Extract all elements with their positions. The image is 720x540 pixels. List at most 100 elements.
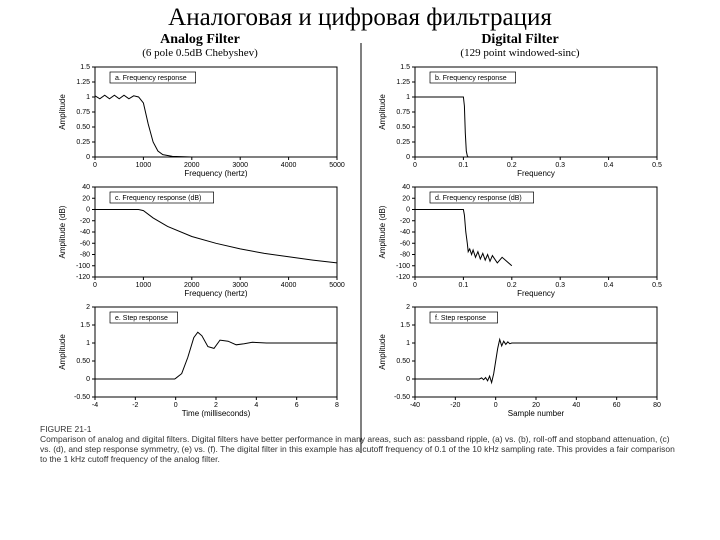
chart-d: 0 0.1 0.2 0.3 0.4 0.5 -120 -100 -80 -60 -40 -20 0 20 4… <box>375 181 665 299</box>
svg-text:0.75: 0.75 <box>396 109 410 116</box>
svg-text:1.5: 1.5 <box>400 322 410 329</box>
svg-text:0.25: 0.25 <box>76 139 90 146</box>
svg-text:-80: -80 <box>80 252 90 259</box>
svg-text:-4: -4 <box>92 402 98 409</box>
svg-text:0: 0 <box>86 154 90 161</box>
svg-text:0.50: 0.50 <box>76 358 90 365</box>
svg-text:e. Step response: e. Step response <box>115 315 168 322</box>
svg-text:Amplitude (dB): Amplitude (dB) <box>58 206 67 259</box>
svg-text:Amplitude: Amplitude <box>58 94 67 130</box>
svg-text:1.25: 1.25 <box>396 79 410 86</box>
svg-text:1.5: 1.5 <box>400 64 410 71</box>
svg-text:3000: 3000 <box>232 282 248 289</box>
svg-text:-80: -80 <box>400 252 410 259</box>
svg-text:0.1: 0.1 <box>459 282 469 289</box>
svg-text:-2: -2 <box>132 402 138 409</box>
svg-text:2: 2 <box>406 304 410 311</box>
svg-text:0: 0 <box>406 376 410 383</box>
svg-text:0.3: 0.3 <box>555 282 565 289</box>
svg-text:80: 80 <box>653 402 661 409</box>
svg-text:-60: -60 <box>400 241 410 248</box>
svg-text:-0.50: -0.50 <box>74 394 90 401</box>
svg-text:0: 0 <box>86 207 90 214</box>
svg-text:0.25: 0.25 <box>396 139 410 146</box>
caption-body: Comparison of analog and digital filters… <box>40 434 675 464</box>
left-column: Analog Filter (6 pole 0.5dB Chebyshev) 0… <box>40 32 360 421</box>
svg-text:0.50: 0.50 <box>396 124 410 131</box>
svg-text:0: 0 <box>93 282 97 289</box>
svg-text:1: 1 <box>86 94 90 101</box>
svg-text:0.50: 0.50 <box>396 358 410 365</box>
svg-text:5000: 5000 <box>329 162 345 169</box>
main-title: Аналоговая и цифровая фильтрация <box>0 0 720 32</box>
svg-text:0: 0 <box>86 376 90 383</box>
svg-text:1.5: 1.5 <box>80 322 90 329</box>
svg-text:0.5: 0.5 <box>652 162 662 169</box>
svg-text:0: 0 <box>494 402 498 409</box>
svg-text:0.2: 0.2 <box>507 282 517 289</box>
chart-c: 010002000300040005000-120-100-80-60-40-2… <box>55 181 345 299</box>
chart-e: -4-202468-0.5000.5011.52Time (millisecon… <box>55 301 345 419</box>
right-column: Digital Filter (129 point windowed-sinc)… <box>360 32 680 421</box>
svg-text:5000: 5000 <box>329 282 345 289</box>
chart-b: 00.10.20.30.40.500.250.500.7511.251.5Fre… <box>375 61 665 179</box>
svg-text:0.4: 0.4 <box>604 282 614 289</box>
svg-text:1: 1 <box>406 94 410 101</box>
svg-text:-100: -100 <box>396 263 410 270</box>
svg-text:20: 20 <box>402 196 410 203</box>
svg-text:40: 40 <box>402 184 410 191</box>
svg-text:0.3: 0.3 <box>555 162 565 169</box>
svg-text:0.5: 0.5 <box>652 282 662 289</box>
analog-title: Analog Filter <box>40 32 360 47</box>
svg-text:-60: -60 <box>80 241 90 248</box>
svg-text:0.50: 0.50 <box>76 124 90 131</box>
svg-text:Frequency: Frequency <box>517 289 555 298</box>
svg-text:6: 6 <box>295 402 299 409</box>
svg-text:-120: -120 <box>76 274 90 281</box>
svg-text:-100: -100 <box>76 263 90 270</box>
svg-text:0: 0 <box>413 162 417 169</box>
svg-text:Sample number: Sample number <box>508 409 565 418</box>
chart-f: -40-20020406080-0.5000.5011.52Sample num… <box>375 301 665 419</box>
svg-text:8: 8 <box>335 402 339 409</box>
svg-text:-120: -120 <box>396 274 410 281</box>
svg-text:2000: 2000 <box>184 162 200 169</box>
svg-text:-40: -40 <box>410 402 420 409</box>
svg-text:-20: -20 <box>400 218 410 225</box>
svg-text:-40: -40 <box>400 229 410 236</box>
svg-text:1000: 1000 <box>136 162 152 169</box>
chart-a: 0 1000 2000 3000 4000 5000 0 0.25 0.50 0.75 1 1.25 1… <box>55 61 345 179</box>
digital-title: Digital Filter <box>360 32 680 47</box>
svg-text:4000: 4000 <box>281 162 297 169</box>
svg-text:Frequency (hertz): Frequency (hertz) <box>184 169 247 178</box>
svg-text:c. Frequency response (dB): c. Frequency response (dB) <box>115 195 201 202</box>
svg-text:0: 0 <box>406 207 410 214</box>
svg-text:-20: -20 <box>80 218 90 225</box>
svg-text:2: 2 <box>214 402 218 409</box>
svg-text:4: 4 <box>254 402 258 409</box>
svg-text:Frequency: Frequency <box>517 169 555 178</box>
svg-text:20: 20 <box>82 196 90 203</box>
svg-text:Amplitude: Amplitude <box>378 94 387 130</box>
digital-subtitle: (129 point windowed-sinc) <box>360 47 680 59</box>
svg-text:2: 2 <box>86 304 90 311</box>
svg-text:Amplitude: Amplitude <box>378 334 387 370</box>
svg-text:60: 60 <box>613 402 621 409</box>
svg-text:1: 1 <box>86 340 90 347</box>
svg-text:Amplitude: Amplitude <box>58 334 67 370</box>
svg-text:0: 0 <box>413 282 417 289</box>
svg-text:0: 0 <box>93 162 97 169</box>
svg-text:3000: 3000 <box>232 162 248 169</box>
column-divider <box>360 43 362 453</box>
svg-text:Amplitude (dB): Amplitude (dB) <box>378 206 387 259</box>
svg-text:d. Frequency response (dB): d. Frequency response (dB) <box>435 195 522 202</box>
analog-subtitle: (6 pole 0.5dB Chebyshev) <box>40 47 360 59</box>
svg-text:1000: 1000 <box>136 282 152 289</box>
caption-heading: FIGURE 21-1 <box>40 424 92 434</box>
svg-text:1.5: 1.5 <box>80 64 90 71</box>
svg-text:-20: -20 <box>450 402 460 409</box>
svg-text:0.75: 0.75 <box>76 109 90 116</box>
svg-text:1.25: 1.25 <box>76 79 90 86</box>
svg-text:4000: 4000 <box>281 282 297 289</box>
svg-text:20: 20 <box>532 402 540 409</box>
